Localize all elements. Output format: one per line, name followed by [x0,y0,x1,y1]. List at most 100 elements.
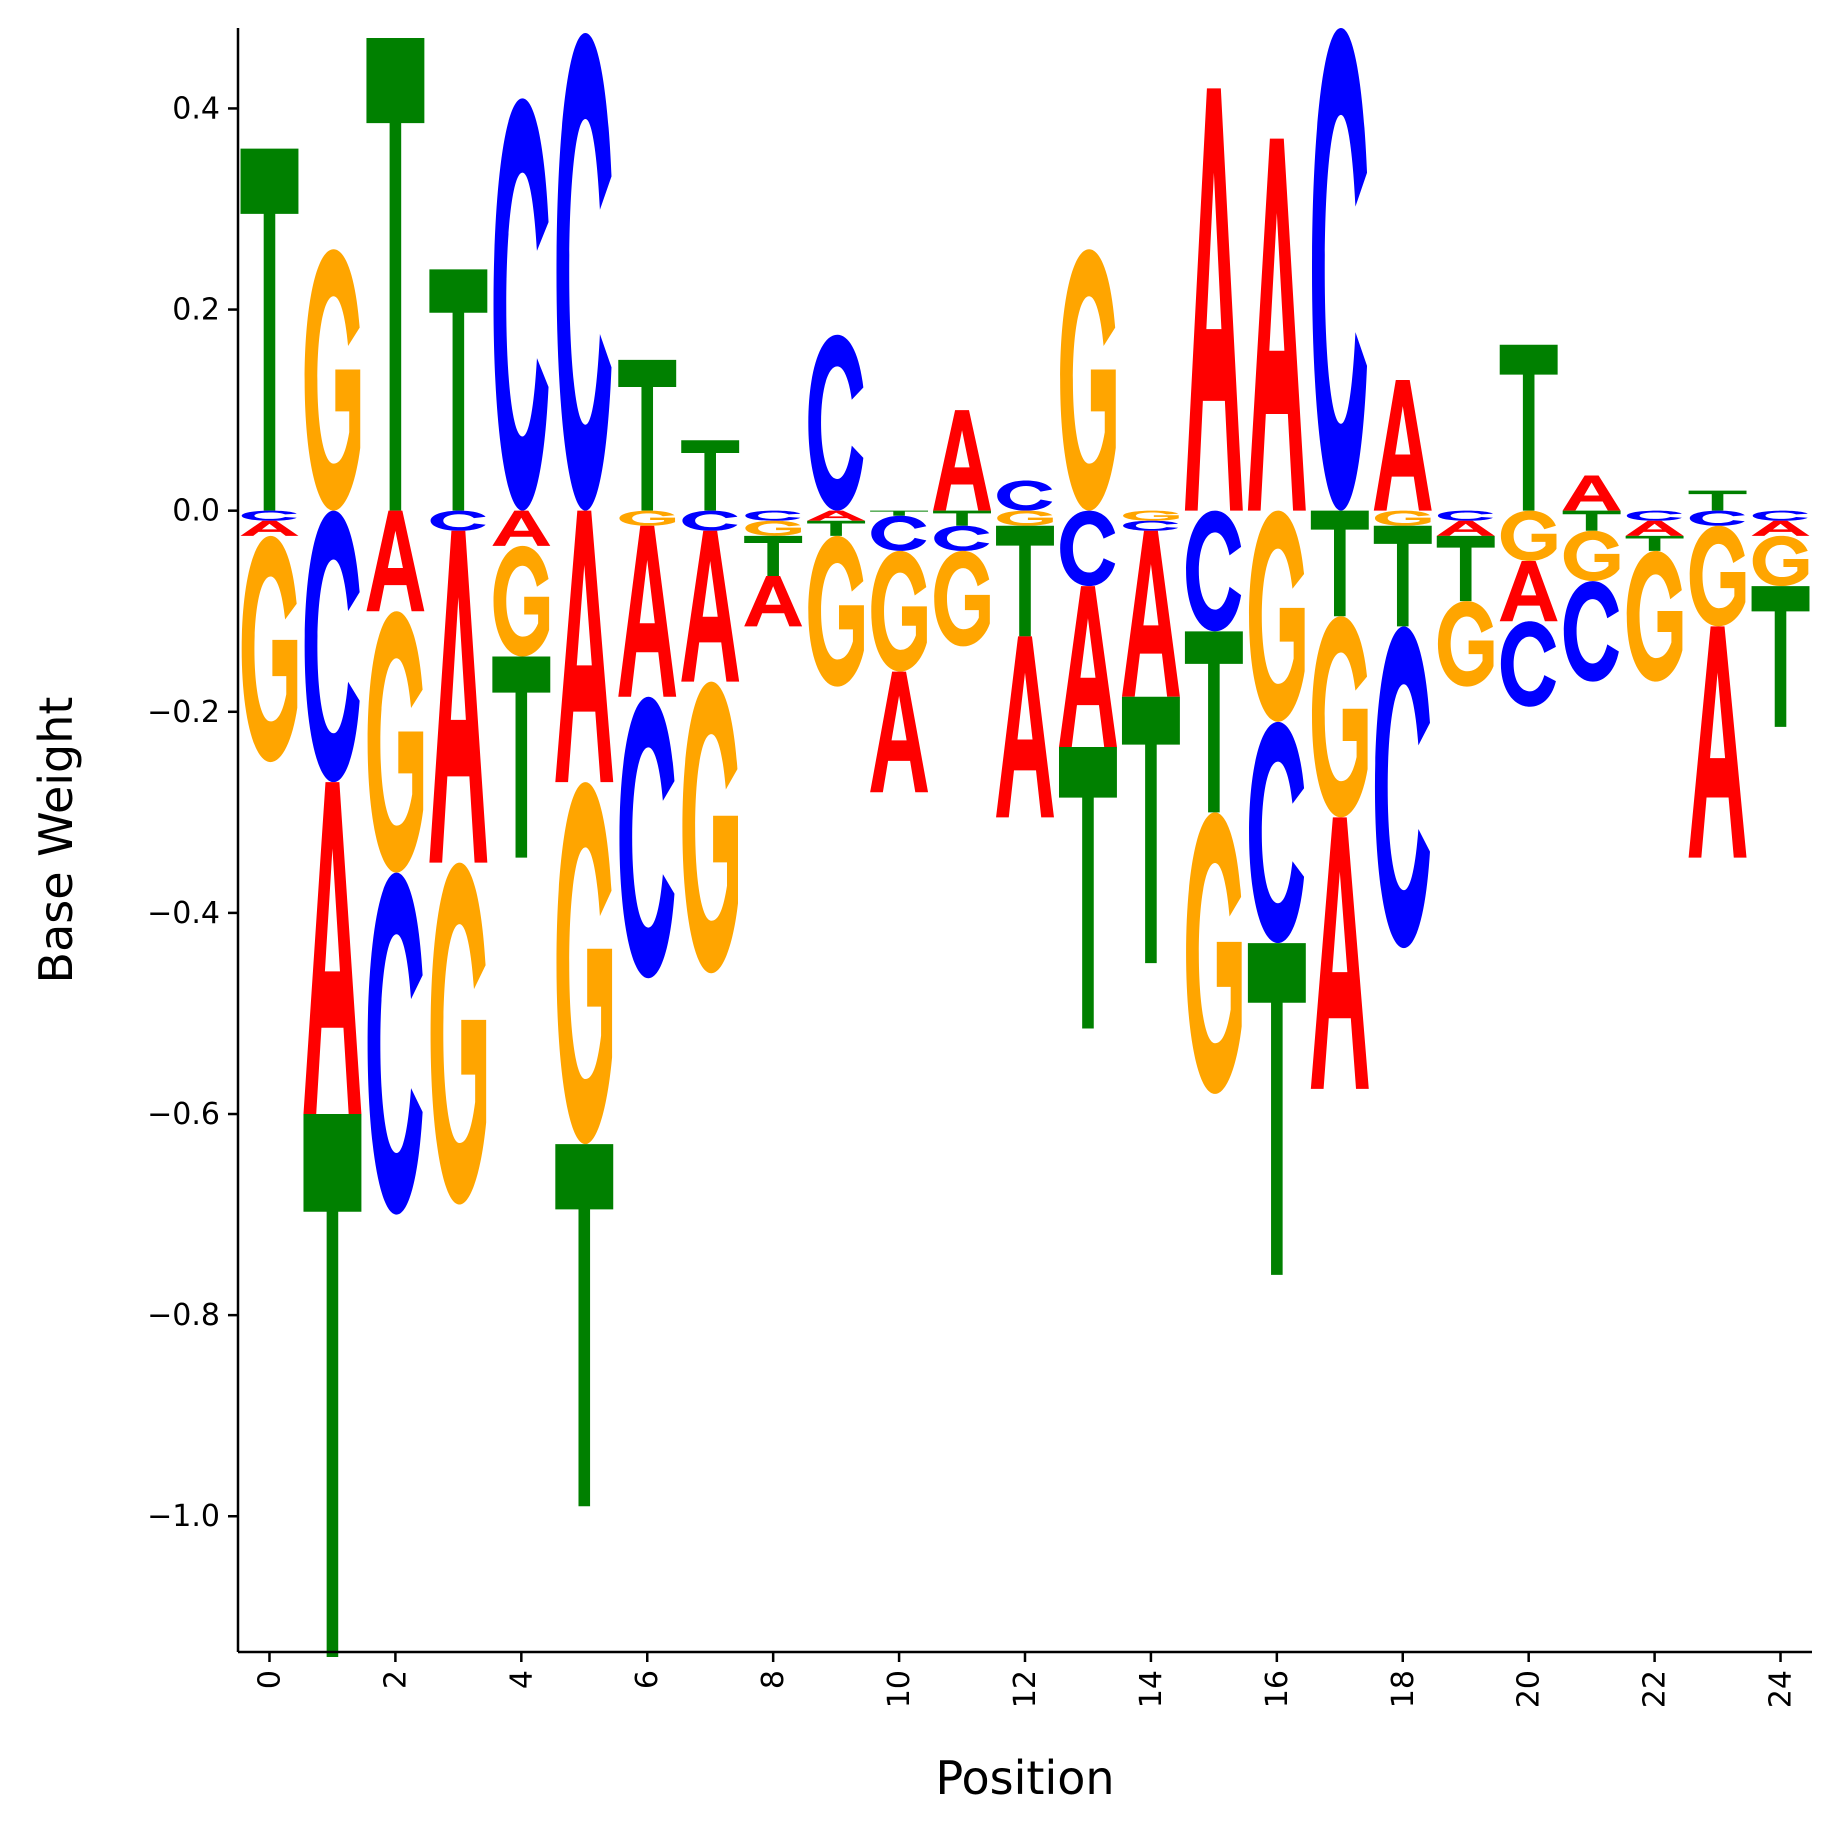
letter-C-pos-17 [1311,28,1368,511]
letter-C-neg-2 [367,872,423,1215]
letter-A-neg-7 [681,530,740,682]
letter-T-neg-5 [555,1144,614,1507]
letter-G-neg-16 [1249,510,1305,722]
letter-G-neg-17 [1311,616,1368,818]
logo-column-23 [1688,490,1747,858]
letter-C-pos-5 [556,33,612,511]
letter-A-pos-11 [933,410,992,511]
x-tick-label: 4 [504,1670,539,1689]
logo-column-9 [807,334,866,687]
letter-G-neg-2 [367,611,424,873]
letter-A-pos-15 [1184,88,1243,511]
letter-A-neg-22 [1625,520,1684,536]
letter-C-neg-7 [682,510,738,531]
letter-A-neg-20 [1499,560,1558,622]
letter-C-neg-14 [1123,520,1179,531]
letter-C-neg-6 [619,696,675,979]
letter-G-neg-23 [1689,525,1746,627]
y-tick-label: −0.6 [147,1097,220,1132]
x-tick-label: 20 [1512,1670,1547,1708]
letter-C-neg-16 [1249,721,1305,944]
letter-C-neg-1 [304,510,360,783]
letter-G-neg-24 [1752,535,1809,587]
x-tick-label: 6 [630,1670,665,1689]
letter-A-neg-5 [555,510,614,783]
logo-column-24 [1751,510,1810,727]
letter-T-neg-21 [1562,510,1621,531]
letter-A-neg-9 [807,510,866,521]
logo-column-3 [429,269,488,1205]
letter-G-neg-14 [1123,510,1179,521]
x-tick-label: 12 [1008,1670,1043,1708]
x-tick-label: 2 [378,1670,413,1689]
x-tick-label: 16 [1260,1670,1295,1708]
letter-A-neg-12 [996,636,1054,818]
letter-A-neg-0 [240,520,299,536]
letter-C-neg-15 [1186,510,1242,632]
x-tick-label: 10 [882,1670,917,1708]
y-ticks: 0.4 0.2 0.0 −0.2 −0.4 −0.6 −0.8 −1.0 [147,91,238,1534]
letter-C-pos-12 [997,480,1053,511]
logo-column-10 [870,510,929,793]
letter-T-pos-2 [366,38,425,511]
logo-column-18 [1373,379,1432,949]
letter-A-neg-6 [618,525,677,697]
letter-A-neg-10 [870,671,929,793]
letter-T-neg-4 [492,656,551,858]
x-tick-label: 24 [1764,1670,1799,1708]
letter-A-neg-13 [1058,586,1117,747]
letter-A-pos-16 [1247,138,1306,511]
letter-C-neg-20 [1500,621,1556,707]
letter-T-neg-10 [870,510,929,516]
letter-T-neg-18 [1373,525,1432,627]
letter-A-neg-17 [1310,817,1369,1089]
y-tick-label: 0.0 [172,494,220,529]
logo-column-19 [1436,510,1495,687]
logo-column-17 [1310,28,1369,1089]
logo-column-4 [492,98,551,858]
logo-column-8 [744,510,803,627]
letter-A-neg-14 [1121,530,1180,697]
y-axis-title: Base Weight [29,697,83,984]
letter-G-neg-12 [997,510,1053,526]
logo-column-5 [555,33,614,1507]
letter-G-neg-18 [1374,510,1431,526]
letter-G-neg-7 [682,681,739,974]
letter-G-neg-6 [619,510,676,526]
letter-T-neg-15 [1184,631,1243,813]
letter-C-neg-13 [1060,510,1116,587]
letter-C-neg-8 [745,510,801,521]
logo-column-2 [366,38,425,1215]
letter-C-neg-18 [1374,626,1430,949]
letter-G-pos-1 [304,249,361,511]
letter-G-neg-22 [1626,550,1683,682]
letter-T-neg-9 [807,520,866,536]
letter-C-neg-0 [241,510,297,521]
letter-T-neg-16 [1247,943,1306,1275]
logo-column-13 [1058,249,1117,1029]
x-tick-label: 18 [1386,1670,1421,1708]
logo-column-16 [1247,138,1306,1275]
letter-G-pos-13 [1060,249,1116,511]
letter-C-neg-3 [430,510,486,531]
y-tick-label: −1.0 [147,1499,220,1534]
letter-A-neg-23 [1688,626,1747,858]
letter-A-neg-1 [303,782,362,1115]
letter-C-neg-24 [1752,510,1808,521]
letter-C-neg-21 [1563,581,1619,682]
letter-T-pos-6 [618,359,677,511]
logo-column-22 [1625,510,1684,682]
letter-T-neg-19 [1436,535,1495,602]
letter-A-neg-19 [1436,520,1495,536]
x-tick-label: 22 [1638,1670,1673,1708]
letter-C-neg-10 [871,515,927,551]
letter-G-neg-0 [241,535,298,763]
letter-G-neg-8 [745,520,801,536]
letter-A-neg-8 [744,576,803,627]
logo-column-11 [933,410,992,647]
letter-G-neg-5 [556,782,613,1145]
x-tick-label: 14 [1134,1670,1169,1708]
letter-C-pos-4 [493,98,549,511]
letter-G-neg-15 [1186,812,1242,1094]
letter-T-pos-20 [1499,344,1558,511]
